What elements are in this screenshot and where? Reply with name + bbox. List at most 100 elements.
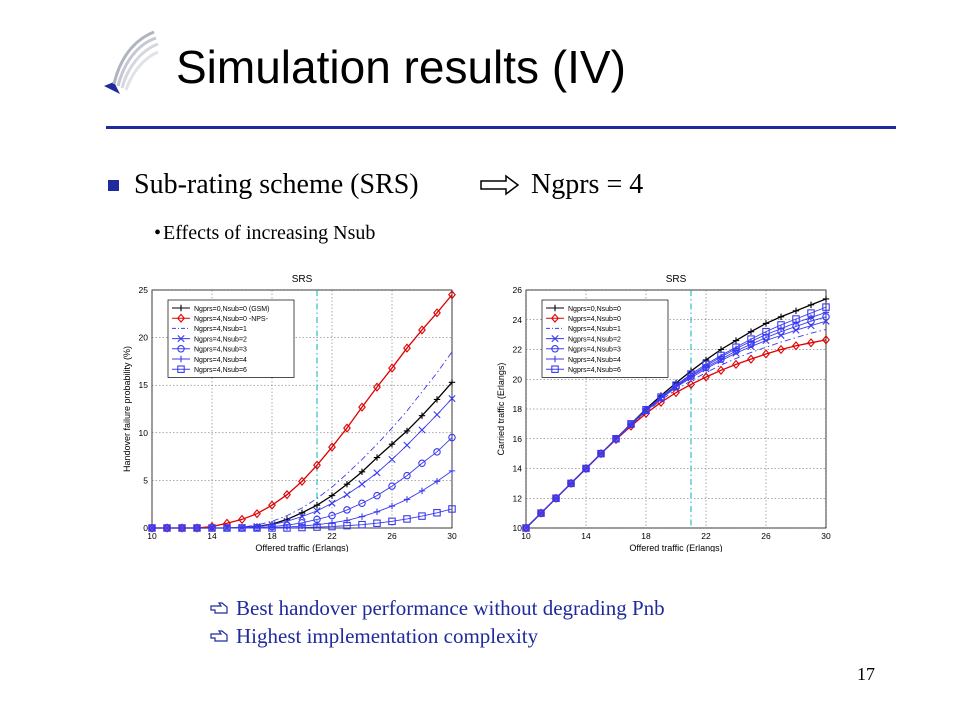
x-tick-label: 10: [147, 531, 157, 541]
data-point: [747, 328, 755, 335]
data-point: [403, 471, 411, 480]
series-line: [525, 306, 827, 529]
sub-bullet: • Effects of increasing Nsub: [154, 222, 376, 244]
data-point: [582, 464, 590, 473]
y-tick-label: 25: [139, 285, 149, 295]
data-point: [163, 524, 171, 532]
data-point: [552, 494, 560, 503]
data-point: [328, 499, 336, 507]
y-tick-label: 24: [513, 315, 523, 325]
legend-marker: [177, 313, 185, 323]
series-group: [522, 303, 830, 532]
legend-label: Ngprs=4,Nsub=4: [568, 357, 621, 364]
chart-handover-failure: SRS 10 14 18 22 26 30 0 5 10 15 20 25 Offered traffic…: [118, 262, 462, 552]
data-point: [238, 514, 246, 525]
data-point: [418, 325, 426, 335]
data-point: [717, 365, 725, 375]
data-point: [627, 420, 635, 428]
x-tick-label: 30: [821, 531, 831, 541]
data-point: [388, 502, 396, 510]
data-point: [373, 519, 381, 527]
legend: Ngprs=0,Nsub=0 Ngprs=4,Nsub=0 Ngprs=4,Nsub…: [541, 299, 669, 378]
data-point: [433, 509, 441, 517]
chart-svg: SRS 10 14 18 22 26 30 10 12 14 16 18 20 22 24 26 Offered…: [496, 274, 831, 552]
data-point: [702, 372, 710, 382]
pointing-hand-icon: [210, 602, 228, 614]
data-point: [328, 442, 336, 452]
legend-label: Ngprs=4,Nsub=0 -NPS-: [194, 316, 269, 323]
data-point: [268, 500, 276, 510]
legend-label: Ngprs=4,Nsub=3: [568, 347, 621, 354]
data-point: [373, 469, 381, 477]
data-point: [313, 501, 321, 509]
legend-marker: [551, 304, 559, 312]
data-point: [268, 524, 276, 532]
data-point: [193, 523, 201, 533]
data-point: [328, 519, 336, 526]
x-tick-label: 14: [581, 531, 591, 541]
chart-title: SRS: [292, 274, 313, 285]
x-tick-label: 30: [447, 531, 457, 541]
bullet-main-text: Sub-rating scheme (SRS): [134, 169, 419, 200]
x-tick-label: 18: [641, 531, 651, 541]
company-logo: [104, 30, 159, 94]
data-point: [448, 394, 456, 403]
y-tick-label: 20: [139, 333, 149, 343]
data-point: [403, 427, 411, 435]
data-point: [433, 448, 441, 456]
data-point: [403, 441, 411, 449]
data-point: [792, 341, 800, 351]
data-point: [163, 523, 171, 533]
legend-marker: [177, 335, 185, 343]
data-point: [597, 448, 605, 459]
data-point: [253, 524, 261, 532]
data-point: [358, 468, 366, 476]
data-point: [178, 523, 186, 533]
legend-label: Ngprs=4,Nsub=0: [568, 316, 621, 323]
data-point: [178, 524, 186, 532]
x-tick-label: 10: [521, 531, 531, 541]
data-point: [807, 301, 815, 309]
data-point: [358, 520, 366, 529]
legend-label: Ngprs=0,Nsub=0: [568, 306, 621, 313]
data-point: [148, 524, 156, 532]
data-point: [283, 524, 291, 532]
series-group: [148, 290, 456, 533]
y-tick-label: 22: [513, 345, 523, 355]
chart-carried-traffic: SRS 10 14 18 22 26 30 10 12 14 16 18 20 22 24 26 Offered…: [492, 262, 836, 552]
data-point: [343, 521, 351, 530]
data-point: [313, 460, 321, 470]
x-tick-label: 26: [761, 531, 771, 541]
y-tick-label: 15: [139, 380, 149, 390]
chart-svg: SRS 10 14 18 22 26 30 0 5 10 15 20 25 Offered traffic…: [122, 274, 457, 552]
data-point: [807, 314, 815, 321]
bullet-result-text: Ngprs = 4: [531, 169, 644, 200]
data-point: [672, 387, 680, 398]
data-point: [702, 360, 710, 369]
data-point: [328, 522, 336, 531]
data-point: [762, 327, 770, 336]
legend-marker: [551, 355, 559, 363]
legend-marker: [551, 365, 559, 373]
note-1-text: Best handover performance without degrad…: [236, 596, 665, 620]
data-point: [717, 346, 725, 353]
y-tick-label: 26: [513, 285, 523, 295]
data-point: [747, 335, 755, 343]
data-point: [343, 481, 351, 488]
x-tick-label: 18: [267, 531, 277, 541]
data-point: [358, 402, 366, 412]
data-point: [313, 523, 321, 531]
series-line: [152, 508, 453, 529]
data-point: [418, 426, 426, 434]
data-point: [343, 506, 351, 514]
data-point: [582, 463, 590, 474]
page-title: Simulation results (IV): [176, 41, 626, 93]
data-point: [298, 512, 306, 521]
data-point: [373, 508, 381, 516]
legend-marker: [551, 345, 559, 353]
data-point: [418, 412, 426, 419]
data-point: [687, 379, 695, 390]
data-point: [732, 359, 740, 370]
x-tick-label: 22: [327, 531, 337, 541]
legend-label: Ngprs=4,Nsub=1: [194, 326, 247, 333]
